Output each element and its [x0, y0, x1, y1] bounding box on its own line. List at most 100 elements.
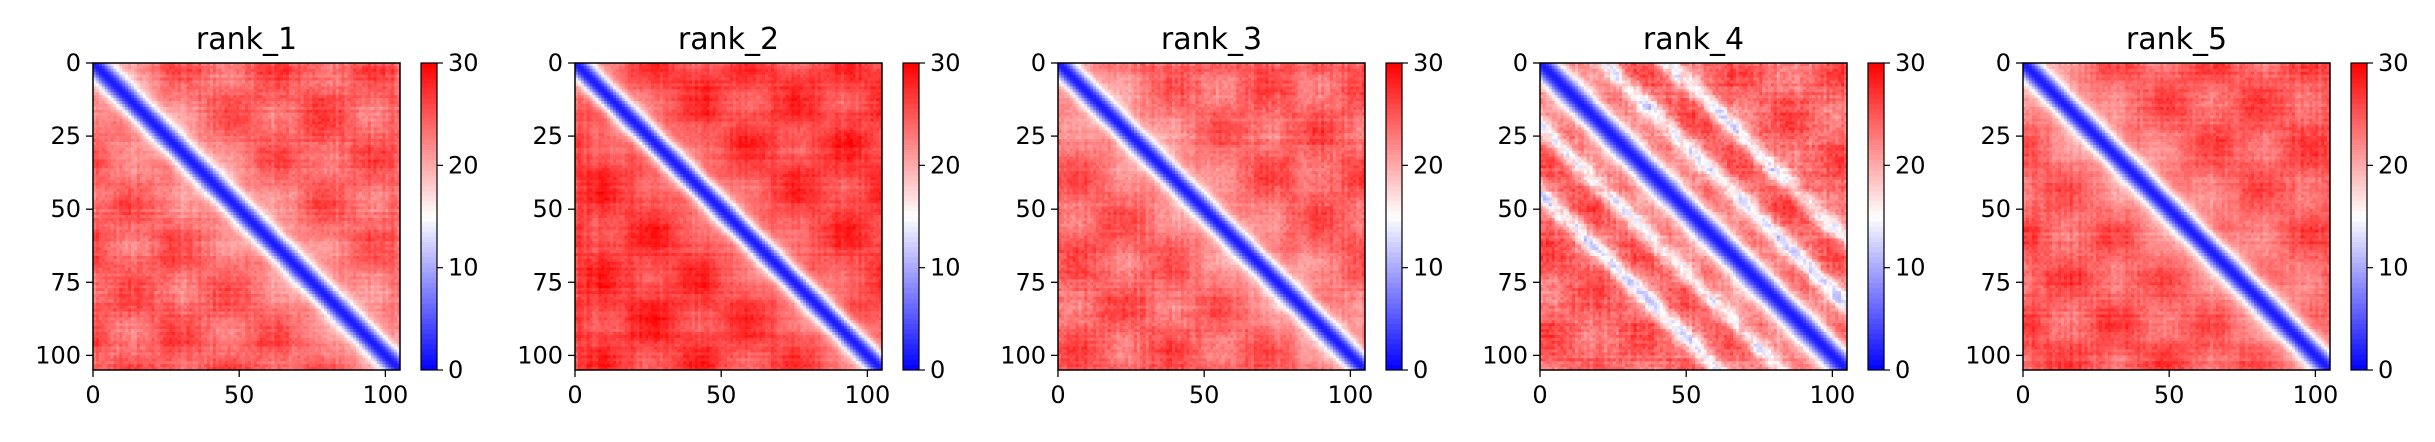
heatmap-cell [342, 121, 345, 124]
heatmap-cell [143, 69, 146, 72]
heatmap-cell [195, 83, 198, 86]
heatmap-cell [315, 145, 318, 148]
heatmap-cell [365, 148, 368, 151]
heatmap-cell [178, 92, 181, 95]
heatmap-cell [233, 116, 236, 119]
heatmap-cell [122, 127, 125, 130]
heatmap-cell [274, 124, 277, 127]
heatmap-cell [286, 116, 289, 119]
heatmap-cell [257, 95, 260, 98]
heatmap-cell [344, 142, 347, 145]
heatmap-cell [342, 78, 345, 81]
heatmap-cell [283, 148, 286, 151]
heatmap-cell [309, 101, 312, 104]
heatmap-cell [154, 83, 157, 86]
heatmap-cell [295, 101, 298, 104]
heatmap-cell [213, 139, 216, 142]
heatmap-cell [225, 83, 228, 86]
heatmap-cell [251, 148, 254, 151]
heatmap-cell [113, 92, 116, 95]
heatmap-cell [172, 130, 175, 133]
heatmap-cell [201, 124, 204, 127]
heatmap-cell [350, 78, 353, 81]
heatmap-cell [342, 133, 345, 136]
heatmap-cell [216, 81, 219, 84]
heatmap-cell [149, 81, 152, 84]
heatmap-cell [277, 116, 280, 119]
heatmap-cell [96, 133, 99, 136]
heatmap-cell [330, 142, 333, 145]
heatmap-cell [380, 130, 383, 133]
heatmap-cell [394, 142, 397, 145]
heatmap-cell [198, 72, 201, 75]
heatmap-cell [324, 148, 327, 151]
heatmap-cell [248, 69, 251, 72]
heatmap-cell [108, 66, 111, 69]
heatmap-cell [353, 95, 356, 98]
heatmap-cell [248, 133, 251, 136]
heatmap-cell [266, 136, 269, 139]
heatmap-cell [151, 98, 154, 101]
heatmap-cell [233, 95, 236, 98]
heatmap-cell [195, 139, 198, 142]
heatmap-cell [166, 119, 169, 122]
heatmap-cell [368, 75, 371, 78]
heatmap-cell [128, 121, 131, 124]
heatmap-cell [157, 110, 160, 113]
heatmap-cell [219, 86, 222, 89]
heatmap-cell [125, 142, 128, 145]
heatmap-cell [207, 142, 210, 145]
heatmap-cell [160, 136, 163, 139]
heatmap-cell [146, 148, 149, 151]
heatmap-cell [380, 86, 383, 89]
heatmap-cell [336, 130, 339, 133]
heatmap-cell [327, 145, 330, 148]
heatmap-cell [131, 89, 134, 92]
heatmap-cell [201, 86, 204, 89]
heatmap-cell [102, 145, 105, 148]
heatmap-cell [292, 133, 295, 136]
heatmap-cell [274, 89, 277, 92]
heatmap-cell [230, 83, 233, 86]
heatmap-cell [137, 121, 140, 124]
heatmap-cell [295, 89, 298, 92]
heatmap-cell [283, 92, 286, 95]
heatmap-cell [356, 139, 359, 142]
heatmap-cell [271, 136, 274, 139]
heatmap-cell [312, 98, 315, 101]
heatmap-cell [154, 113, 157, 116]
heatmap-cell [154, 121, 157, 124]
heatmap-cell [280, 86, 283, 89]
heatmap-cell [336, 133, 339, 136]
heatmap-cell [330, 119, 333, 122]
heatmap-cell [286, 124, 289, 127]
heatmap-cell [318, 83, 321, 86]
heatmap-cell [119, 104, 122, 107]
heatmap-cell [113, 119, 116, 122]
heatmap-cell [160, 98, 163, 101]
heatmap-cell [140, 81, 143, 84]
heatmap-cell [274, 83, 277, 86]
heatmap-cell [347, 92, 350, 95]
heatmap-cell [140, 98, 143, 101]
heatmap-cell [239, 72, 242, 75]
heatmap-cell [251, 113, 254, 116]
heatmap-cell [119, 75, 122, 78]
heatmap-cell [280, 95, 283, 98]
heatmap-cell [175, 83, 178, 86]
heatmap-cell [178, 72, 181, 75]
heatmap-cell [213, 86, 216, 89]
heatmap-cell [149, 78, 152, 81]
heatmap-cell [169, 83, 172, 86]
heatmap-cell [374, 136, 377, 139]
heatmap-cell [128, 75, 131, 78]
heatmap-cell [184, 101, 187, 104]
heatmap-cell [154, 116, 157, 119]
heatmap-cell [277, 127, 280, 130]
heatmap-cell [306, 124, 309, 127]
heatmap-cell [377, 116, 380, 119]
heatmap-cell [266, 130, 269, 133]
heatmap-cell [230, 98, 233, 101]
heatmap-cell [359, 75, 362, 78]
heatmap-cell [394, 81, 397, 84]
